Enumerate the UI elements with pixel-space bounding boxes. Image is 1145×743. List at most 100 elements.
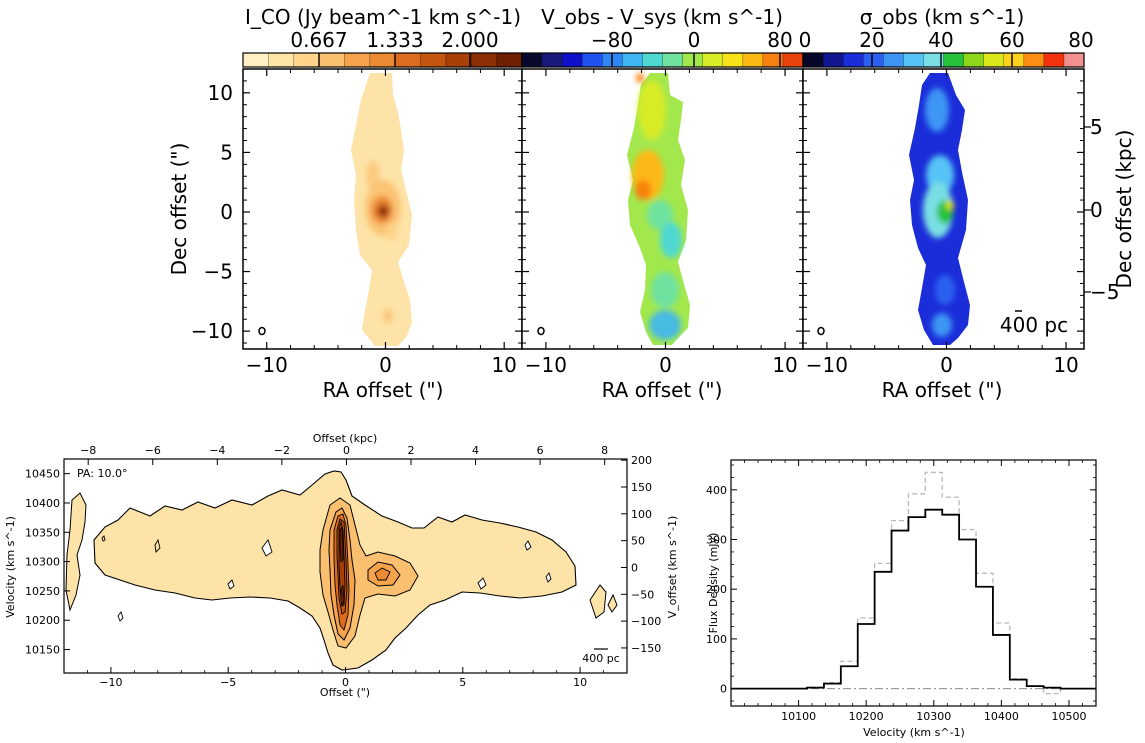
pv-x-tick-label: 0 xyxy=(342,676,349,689)
beam-ellipse xyxy=(537,326,545,336)
colorbar-label-flux: I_CO (Jy beam^-1 km s^-1) xyxy=(245,5,521,29)
pv-right-axis-label: V_offset (km s^-1) xyxy=(666,516,679,619)
x-tick-label: −10 xyxy=(525,353,567,377)
y-tick-label: −10 xyxy=(191,319,233,343)
x-axis-label-ra-offset-2: RA offset (") xyxy=(602,378,723,402)
colorbar-flux-tick-3: 2.000 xyxy=(441,28,498,52)
moment2-map xyxy=(909,73,970,345)
colorbar-swatch xyxy=(420,53,447,67)
pv-y-tick-label: 10250 xyxy=(25,585,60,598)
colorbar-swatch xyxy=(319,53,345,67)
pv-right-tick-label: 0 xyxy=(631,561,638,574)
pv-right-tick-label: −50 xyxy=(631,588,654,601)
colorbar-dispersion-tick-5: 80 xyxy=(1068,28,1093,52)
top-row-axes: −10 0 10 −10 0 10 −10 0 10 10 5 0 −5 −10 5 0 −5 xyxy=(191,69,1119,377)
colorbar-velocity xyxy=(521,52,804,68)
colorbar-dispersion-tick-1: 0 xyxy=(799,28,812,52)
colorbar-swatch xyxy=(496,53,523,67)
colorbar-swatch xyxy=(344,53,371,67)
y-tick-label: 5 xyxy=(220,140,233,164)
x-axis-label-ra-offset-3: RA offset (") xyxy=(882,378,1003,402)
colorbar-swatch xyxy=(923,53,944,67)
pv-scale-bar-label: 400 pc xyxy=(582,652,620,665)
pv-y-tick-label: 10400 xyxy=(25,497,60,510)
moment0-map xyxy=(351,73,412,346)
colorbar-swatch xyxy=(762,53,784,67)
y-tick-label: 0 xyxy=(220,200,233,224)
pv-right-tick-label: 100 xyxy=(631,508,652,521)
x-tick-label: 0 xyxy=(940,353,953,377)
pv-top-tick-label: 8 xyxy=(601,444,608,457)
spectrum-x-tick-label: 10100 xyxy=(781,710,816,723)
pv-right-tick-label: −100 xyxy=(631,615,661,628)
pv-top-tick-label: 4 xyxy=(472,444,479,457)
beam-ellipse xyxy=(817,326,825,336)
colorbar-swatch xyxy=(642,53,663,67)
colorbar-swatch xyxy=(243,53,269,67)
pv-axes: −10 −5 0 5 101045010400103501030010250102001… xyxy=(25,444,661,689)
pv-contours xyxy=(65,470,618,671)
pv-top-tick-label: −2 xyxy=(274,444,290,457)
colorbar-dispersion-tick-2: 20 xyxy=(859,28,884,52)
pv-top-axis-label: Offset (kpc) xyxy=(313,432,378,445)
colorbar-swatch xyxy=(582,53,603,67)
x-tick-label: −10 xyxy=(246,353,288,377)
colorbar-frame xyxy=(802,52,1085,68)
colorbar-swatch xyxy=(903,53,924,67)
spectrum-x-tick-label: 10200 xyxy=(849,710,884,723)
y-axis-label-dec-offset: Dec offset (") xyxy=(167,143,191,276)
colorbar-velocity-tick-2: 0 xyxy=(688,28,701,52)
pv-right-tick-label: 150 xyxy=(631,481,652,494)
pv-top-tick-label: −4 xyxy=(209,444,225,457)
colorbar-swatch xyxy=(522,53,543,67)
colorbar-swatch xyxy=(293,53,320,67)
spectrum-plot xyxy=(730,459,1097,707)
colorbar-swatch xyxy=(662,53,684,67)
y-tick-label: 10 xyxy=(208,81,233,105)
colorbar-dispersion xyxy=(802,52,1085,68)
colorbar-label-dispersion: σ_obs (km s^-1) xyxy=(860,5,1025,29)
colorbar-flux xyxy=(242,52,523,68)
y-right-tick-label: 0 xyxy=(1090,198,1103,222)
scale-bar: 400 pc xyxy=(1000,310,1068,337)
colorbar-swatch xyxy=(471,53,498,67)
pv-right-tick-label: 200 xyxy=(631,454,652,467)
colorbar-swatch xyxy=(863,53,884,67)
spectrum-x-tick-label: 10300 xyxy=(916,710,951,723)
pv-x-tick-label: 5 xyxy=(459,676,466,689)
spectrum-y-tick-label: 0 xyxy=(720,683,727,696)
pv-x-axis-label: Offset (") xyxy=(320,686,370,699)
colorbar-swatch xyxy=(943,53,965,67)
spectrum-x-axis-label: Velocity (km s^-1) xyxy=(863,726,965,739)
x-tick-label: −10 xyxy=(806,353,848,377)
colorbar-swatch xyxy=(742,53,764,67)
pv-y-tick-label: 10350 xyxy=(25,526,60,539)
colorbar-swatch xyxy=(369,53,396,67)
x-tick-label: 0 xyxy=(379,353,392,377)
colorbar-swatch xyxy=(702,53,724,67)
colorbar-dispersion-tick-labels: 0 20 40 60 80 xyxy=(799,28,1094,52)
pv-scale-bar: 400 pc xyxy=(582,648,620,665)
pv-y-tick-label: 10200 xyxy=(25,614,60,627)
x-tick-label: 10 xyxy=(1053,353,1078,377)
pv-top-tick-label: 2 xyxy=(407,444,414,457)
pv-top-tick-label: 0 xyxy=(343,444,350,457)
colorbar-dispersion-tick-3: 40 xyxy=(928,28,953,52)
pv-x-tick-label: −10 xyxy=(99,676,122,689)
moment1-panel xyxy=(521,68,804,350)
y-right-tick-label: −5 xyxy=(1090,280,1119,304)
x-tick-label: 0 xyxy=(659,353,672,377)
colorbar-swatch xyxy=(562,53,583,67)
colorbar-swatch xyxy=(782,53,804,67)
colorbar-swatch xyxy=(963,53,985,67)
colorbar-swatch xyxy=(883,53,904,67)
colorbar-swatch xyxy=(622,53,643,67)
y-tick-label: −5 xyxy=(204,260,233,284)
colorbar-swatch xyxy=(542,53,563,67)
moment1-map xyxy=(627,73,690,345)
scale-bar-label: 400 pc xyxy=(1000,313,1068,337)
spectrum-series-solid-black xyxy=(731,508,1096,690)
spectrum-y-tick-label: 300 xyxy=(706,534,727,547)
spectrum-x-tick-label: 10500 xyxy=(1051,710,1086,723)
colorbar-swatch xyxy=(803,53,824,67)
